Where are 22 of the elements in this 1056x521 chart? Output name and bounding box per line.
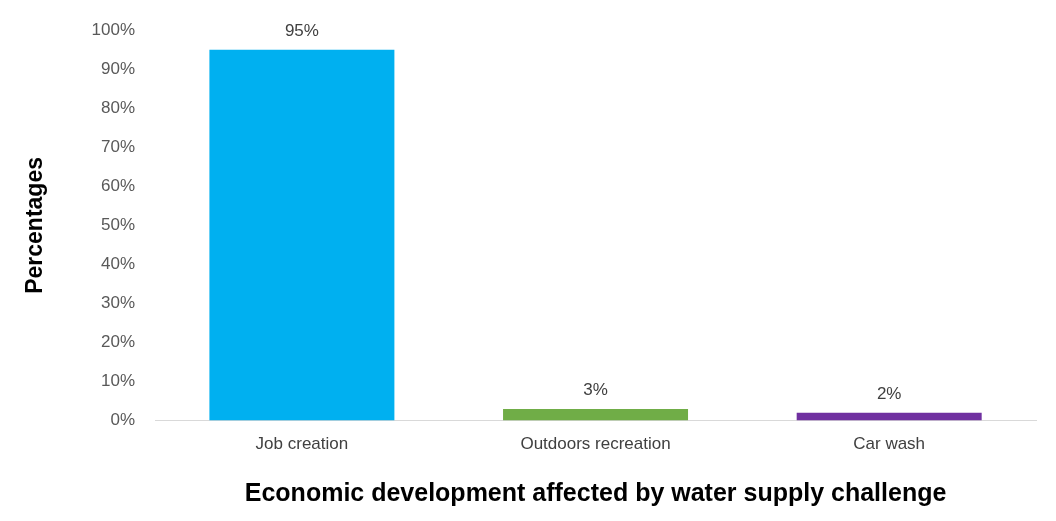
y-tick-label: 100% <box>91 19 136 39</box>
data-label: 95% <box>284 20 319 40</box>
y-tick-label: 30% <box>101 293 136 313</box>
y-tick-label: 0% <box>110 410 136 430</box>
y-tick-label: 40% <box>101 254 136 274</box>
y-tick-label: 70% <box>101 137 136 157</box>
y-tick-label: 80% <box>101 97 136 117</box>
bar <box>796 412 982 421</box>
y-axis-title: Percentages <box>21 156 48 294</box>
x-axis-title: Economic development affected by water supply challenge <box>244 477 947 506</box>
y-tick-label: 90% <box>101 58 136 78</box>
data-label: 3% <box>583 380 608 400</box>
x-tick-label: Outdoors recreation <box>520 434 671 454</box>
x-tick-label: Job creation <box>255 434 349 454</box>
bar <box>209 49 395 421</box>
x-tick-label: Car wash <box>853 434 926 454</box>
y-tick-label: 20% <box>101 332 136 352</box>
y-tick-label: 50% <box>101 215 136 235</box>
data-label: 2% <box>876 383 902 403</box>
y-tick-label: 60% <box>101 176 136 196</box>
bar <box>503 408 689 421</box>
y-tick-label: 10% <box>101 371 136 391</box>
